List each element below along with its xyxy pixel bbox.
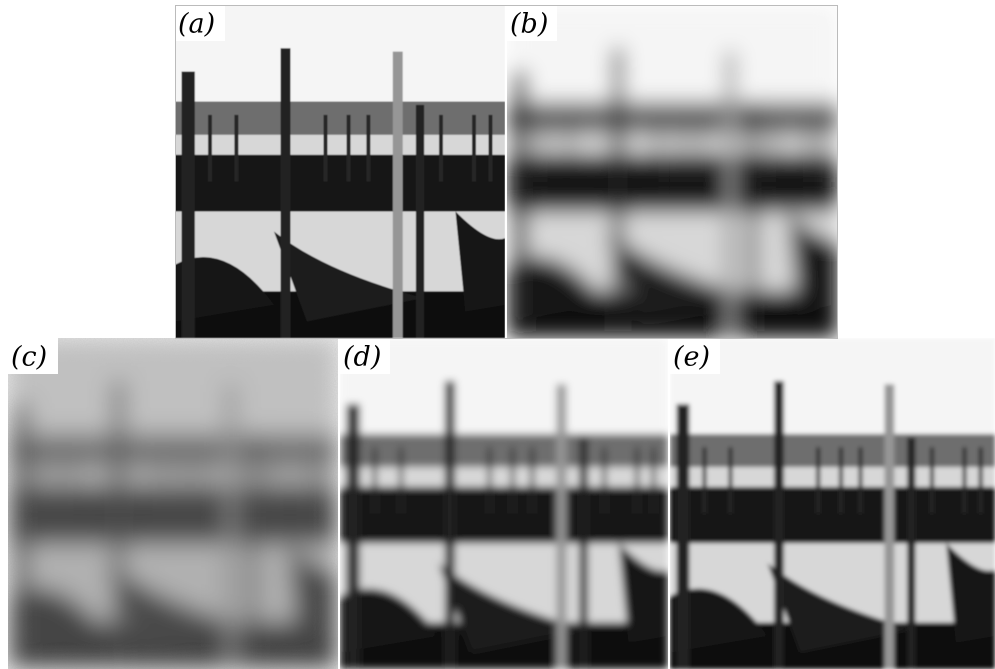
pile [772, 115, 776, 182]
pile [699, 115, 703, 182]
frame [175, 5, 505, 338]
pile [656, 115, 660, 182]
panel: (d) [340, 338, 668, 669]
pile [703, 447, 707, 513]
pile [839, 447, 843, 513]
pile [859, 447, 863, 513]
post [885, 384, 895, 669]
pile [488, 447, 492, 513]
panel-label: (e) [673, 342, 710, 373]
pier [8, 487, 338, 543]
panel: (e) [670, 338, 995, 669]
lagoon [8, 467, 338, 487]
pile [979, 447, 983, 513]
pile [41, 447, 45, 513]
pile [930, 447, 934, 513]
panel-label: (d) [343, 342, 381, 373]
figure: (a) (b) (c) (d) (e) [0, 0, 995, 669]
panel-image [340, 338, 668, 669]
panel-label: (c) [11, 342, 47, 373]
post [749, 105, 757, 338]
post [556, 384, 566, 669]
panel-label: (a) [178, 9, 215, 40]
pier [670, 487, 995, 543]
post [677, 404, 690, 669]
pile [805, 115, 809, 182]
post [15, 404, 28, 669]
post [347, 404, 360, 669]
lagoon [670, 467, 995, 487]
pile [199, 447, 203, 513]
post [774, 381, 784, 669]
buildings [507, 102, 838, 135]
pile [67, 447, 71, 513]
buildings [8, 434, 338, 467]
pile [272, 447, 276, 513]
panel: (a) [175, 5, 505, 338]
post [725, 52, 735, 338]
pile [652, 447, 656, 513]
pile [816, 447, 820, 513]
post [226, 384, 236, 669]
pile [399, 447, 403, 513]
pile [540, 115, 544, 182]
pile [635, 447, 639, 513]
panel-image [175, 5, 505, 338]
pile [567, 115, 571, 182]
post [514, 72, 527, 338]
panel: (c) [8, 338, 338, 669]
lagoon [507, 135, 838, 155]
pile [679, 115, 683, 182]
panel: (b) [507, 5, 838, 338]
pile [180, 447, 184, 513]
pile [602, 447, 606, 513]
pier [507, 155, 838, 212]
lagoon [340, 467, 668, 487]
pier [340, 487, 668, 543]
pile [322, 447, 326, 513]
pile [530, 447, 534, 513]
post [249, 437, 257, 669]
pile [373, 447, 377, 513]
buildings [340, 434, 668, 467]
pile [157, 447, 161, 513]
pile [821, 115, 825, 182]
pile [963, 447, 967, 513]
post [579, 437, 587, 669]
panel-label: (b) [510, 9, 548, 40]
page: (a)(b)(c)(d)(e) (() => { const data = JS… [0, 0, 995, 669]
panel-image [670, 338, 995, 669]
panel-image [507, 5, 838, 338]
post [907, 437, 915, 669]
pile [305, 447, 309, 513]
panel-image [8, 338, 338, 669]
post [613, 48, 623, 338]
buildings [670, 434, 995, 467]
pile [511, 447, 515, 513]
post [445, 381, 455, 669]
post [114, 381, 124, 669]
pile [729, 447, 733, 513]
